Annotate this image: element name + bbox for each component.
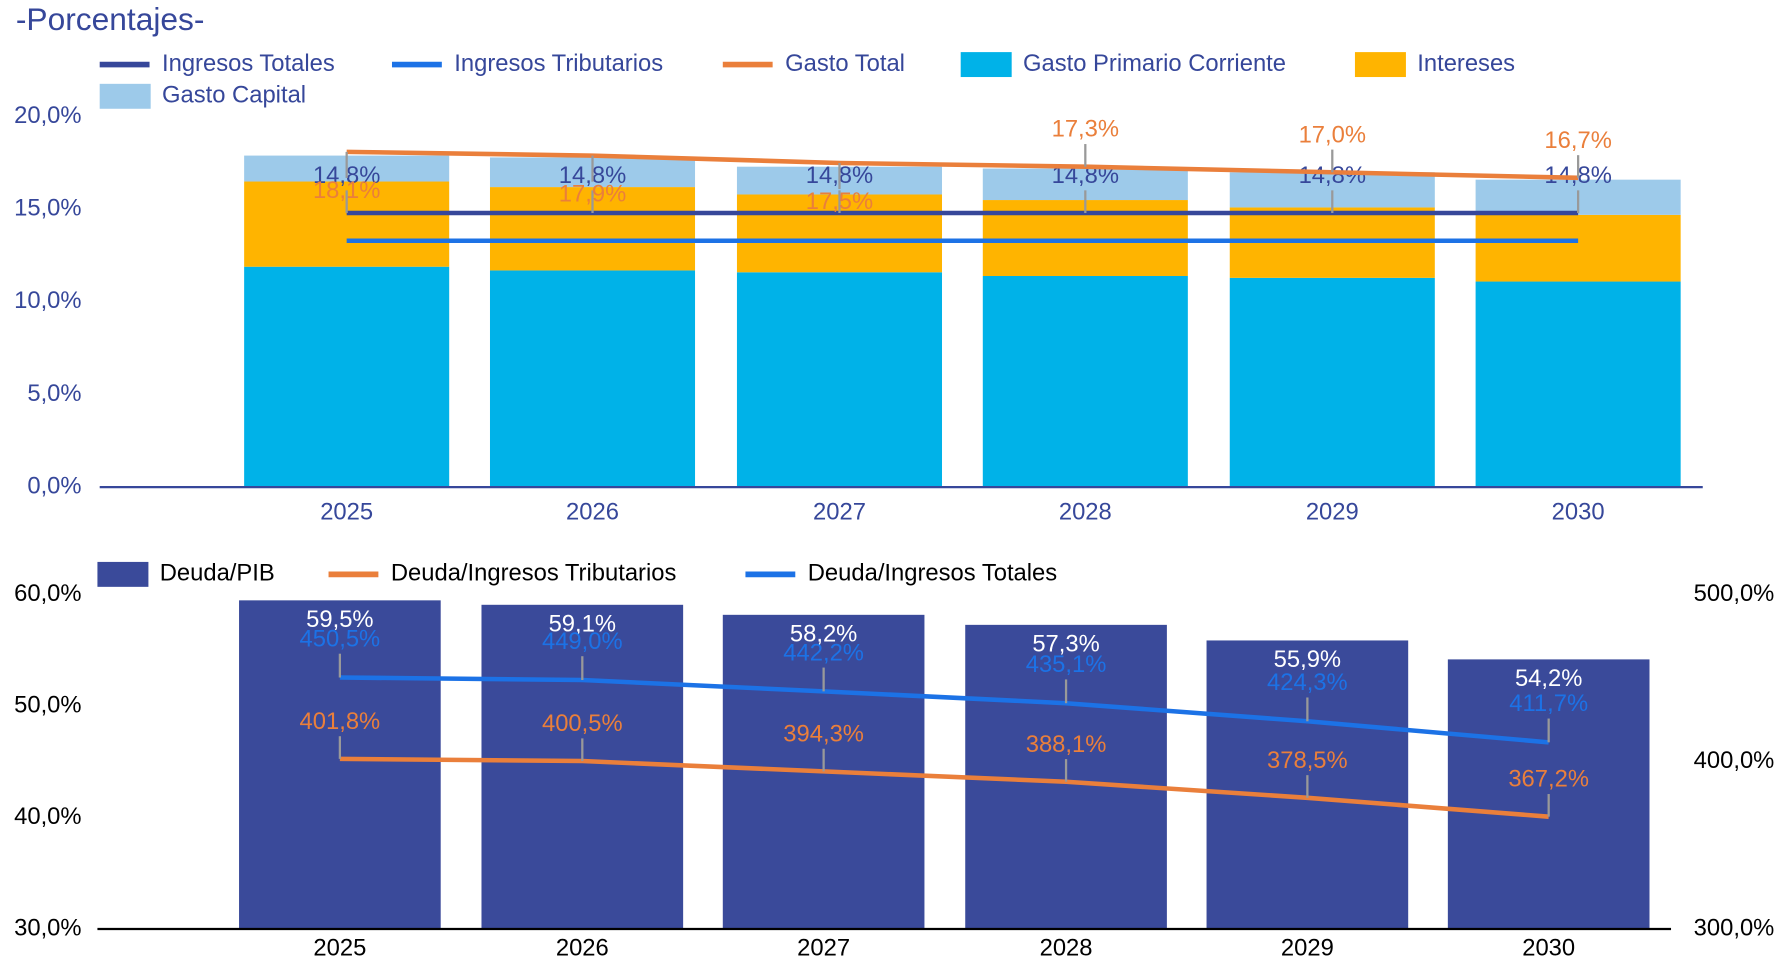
line-value-label: 394,3% — [783, 720, 864, 747]
bar-value-label: 59,1% — [549, 610, 616, 637]
legend-label: Ingresos Tributarios — [454, 50, 663, 77]
y-tick-label: 0,0% — [27, 472, 81, 499]
x-tick-label: 2030 — [1552, 498, 1605, 525]
line-value-label: 18,1% — [313, 177, 380, 204]
bar — [1475, 281, 1681, 488]
line-value-label: 401,8% — [300, 708, 381, 735]
bar-value-label: 55,9% — [1274, 646, 1341, 673]
line-value-label: 442,2% — [783, 639, 864, 666]
plot-root: -Porcentajes- 0,0% 5,0% 10,0% 15,0% 20,0% 202… — [14, 1, 1774, 962]
x-tick-label: 2025 — [320, 498, 373, 525]
x-tick-label: 2030 — [1522, 935, 1575, 962]
line — [346, 149, 1579, 181]
x-tick-label: 2026 — [556, 935, 609, 962]
bar — [1229, 277, 1435, 488]
line-value-label: 16,7% — [1544, 127, 1611, 154]
line-value-label: 17,3% — [1052, 116, 1119, 143]
x-tick-label: 2027 — [813, 498, 866, 525]
line-value-label: 367,2% — [1508, 766, 1589, 793]
bar — [244, 266, 450, 488]
line-value-label: 378,5% — [1267, 747, 1348, 774]
legend-label: Deuda/Ingresos Totales — [808, 560, 1058, 587]
legend-label: Gasto Primario Corriente — [1023, 50, 1286, 77]
legend-label: Intereses — [1417, 50, 1515, 77]
legend-swatch — [960, 52, 1012, 78]
bar — [982, 275, 1188, 488]
y-tick-label: 60,0% — [14, 580, 81, 607]
line-value-label: 435,1% — [1026, 651, 1107, 678]
bar-value-label: 59,5% — [306, 606, 373, 633]
line-value-label: 17,0% — [1299, 121, 1366, 148]
line-value-label: 450,5% — [300, 625, 381, 652]
y2-tick-label: 300,0% — [1694, 914, 1775, 941]
y-tick-label: 30,0% — [14, 914, 81, 941]
legend-label: Ingresos Totales — [162, 50, 335, 77]
bar-value-label: 58,2% — [790, 620, 857, 647]
line-value-label: 400,5% — [542, 710, 623, 737]
bar — [736, 272, 943, 488]
line-value-label: 17,9% — [559, 181, 626, 208]
x-tick-label: 2028 — [1040, 935, 1093, 962]
legend-swatch — [99, 83, 151, 109]
y-tick-label: 50,0% — [14, 691, 81, 718]
line-value-label: 388,1% — [1026, 731, 1107, 758]
bar — [1475, 214, 1681, 282]
line — [339, 675, 1549, 745]
legend-label: Gasto Total — [785, 50, 905, 77]
line-value-label: 449,0% — [542, 628, 623, 655]
x-tick-label: 2027 — [797, 935, 850, 962]
legend-swatch — [97, 561, 149, 587]
line-value-label: 17,5% — [806, 188, 873, 215]
bar-value-label: 54,2% — [1515, 665, 1582, 692]
y-tick-label: 5,0% — [27, 380, 81, 407]
bar — [489, 270, 696, 488]
y2-tick-label: 400,0% — [1694, 747, 1775, 774]
bar-value-label: 57,3% — [1032, 631, 1099, 658]
chart-title: -Porcentajes- — [16, 1, 205, 37]
legend-swatch — [1354, 52, 1406, 78]
line — [339, 756, 1549, 819]
x-tick-label: 2025 — [313, 935, 366, 962]
legend-label: Gasto Capital — [162, 82, 306, 109]
y-tick-label: 20,0% — [14, 102, 81, 129]
line-value-label: 424,3% — [1267, 669, 1348, 696]
y-tick-label: 15,0% — [14, 195, 81, 222]
x-tick-label: 2029 — [1281, 935, 1334, 962]
y-tick-label: 40,0% — [14, 803, 81, 830]
legend-label: Deuda/Ingresos Tributarios — [391, 560, 677, 587]
x-tick-label: 2029 — [1306, 498, 1359, 525]
legend-label: Deuda/PIB — [160, 560, 275, 587]
y-tick-label: 10,0% — [14, 287, 81, 314]
line-value-label: 411,7% — [1509, 690, 1588, 717]
x-tick-label: 2026 — [566, 498, 619, 525]
y2-tick-label: 500,0% — [1694, 580, 1775, 607]
x-tick-label: 2028 — [1059, 498, 1112, 525]
